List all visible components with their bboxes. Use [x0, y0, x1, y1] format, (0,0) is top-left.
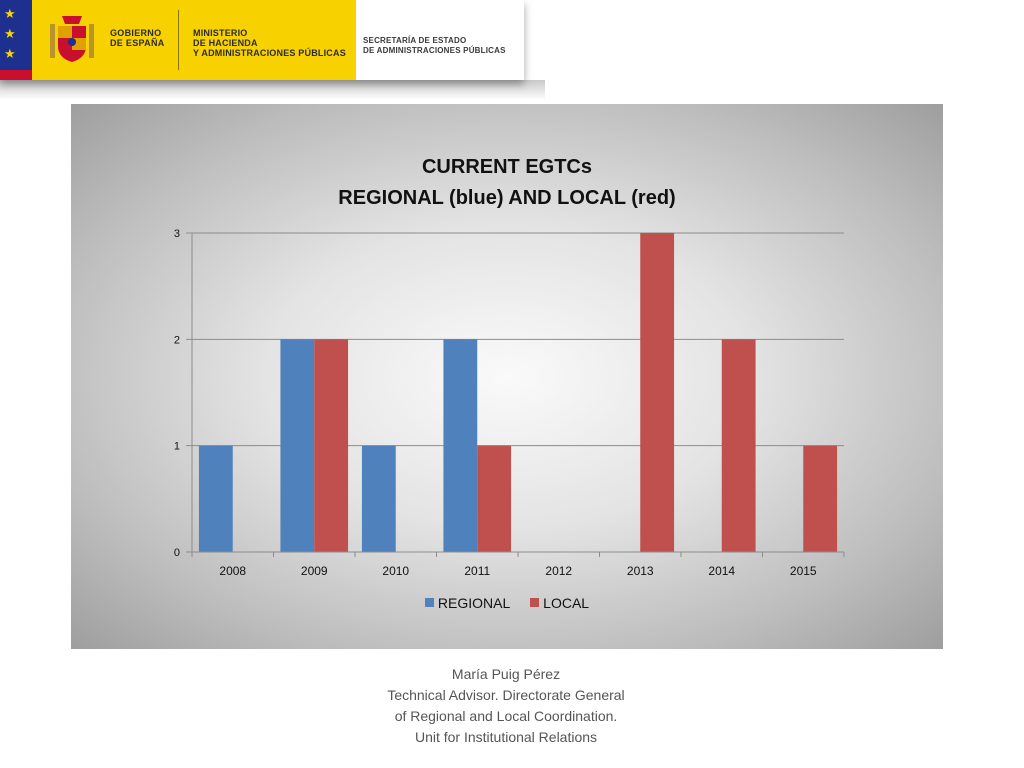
chart-legend: REGIONAL LOCAL: [71, 594, 943, 611]
author-name: María Puig Pérez: [451, 666, 561, 682]
bar-regional-2011: [443, 339, 478, 552]
coat-of-arms-icon: [50, 16, 94, 62]
star-icon: ★: [4, 7, 16, 22]
x-tick-label: 2012: [545, 564, 572, 578]
ministry-line: Y ADMINISTRACIONES PÚBLICAS: [193, 48, 346, 58]
banner-shadow: [0, 80, 545, 100]
author-title: Technical Advisor. Directorate General: [387, 687, 625, 703]
bar-local-2009: [314, 339, 349, 552]
bar-local-2015: [803, 445, 838, 552]
x-tick-label: 2008: [219, 564, 246, 578]
y-tick-label: 1: [174, 441, 180, 453]
chart-panel: CURRENT EGTCs REGIONAL (blue) AND LOCAL …: [71, 104, 943, 649]
ministry-name: MINISTERIO DE HACIENDA Y ADMINISTRACIONE…: [193, 28, 346, 58]
bar-chart: 0 1 2 3 2008 2009 2010 2011 2012 2013 2014 2015: [174, 228, 845, 578]
author-department: of Regional and Local Coordination.: [394, 708, 618, 724]
x-tick-label: 2009: [301, 564, 328, 578]
bar-local-2013: [640, 233, 675, 552]
bar-local-2011: [477, 445, 512, 552]
ministry-line: DE HACIENDA: [193, 38, 258, 48]
bar-regional-2008: [198, 445, 233, 552]
gov-line: GOBIERNO: [110, 28, 162, 38]
author-footer: María Puig Pérez Technical Advisor. Dire…: [0, 664, 1012, 748]
chart-subtitle: REGIONAL (blue) AND LOCAL (red): [338, 187, 676, 209]
bar-regional-2010: [361, 445, 396, 552]
y-tick-label: 3: [174, 228, 180, 240]
government-name: GOBIERNO DE ESPAÑA: [110, 28, 165, 48]
bar-local-2014: [721, 339, 756, 552]
star-icon: ★: [4, 47, 16, 62]
secretariat-line: DE ADMINISTRACIONES PÚBLICAS: [363, 46, 506, 55]
legend-label-regional: REGIONAL: [437, 594, 511, 611]
legend-item-regional: REGIONAL: [424, 594, 511, 611]
y-tick-label: 2: [174, 334, 180, 346]
bar-regional-2009: [280, 339, 315, 552]
author-unit: Unit for Institutional Relations: [414, 729, 598, 745]
secretariat-line: SECRETARÍA DE ESTADO: [363, 36, 467, 45]
logo-divider: [178, 10, 179, 70]
legend-swatch-local: [530, 598, 540, 607]
eu-flag-strip: ★ ★ ★: [0, 0, 32, 80]
legend-item-local: LOCAL: [530, 595, 589, 611]
y-tick-label: 0: [174, 547, 180, 559]
gov-line: DE ESPAÑA: [110, 38, 165, 48]
star-icon: ★: [4, 27, 16, 42]
x-tick-label: 2015: [790, 564, 817, 578]
x-tick-label: 2011: [464, 564, 490, 578]
legend-label-local: LOCAL: [543, 594, 590, 611]
header-banner: ★ ★ ★ GOBIERNO DE ESPAÑA MINISTERIO DE H…: [0, 0, 524, 80]
chart-title: CURRENT EGTCs: [421, 156, 592, 178]
ministry-line: MINISTERIO: [193, 28, 248, 38]
flag-stripe: [0, 70, 32, 80]
secretariat-name: SECRETARÍA DE ESTADO DE ADMINISTRACIONES…: [363, 36, 506, 56]
x-tick-label: 2013: [627, 564, 654, 578]
x-tick-label: 2010: [382, 564, 409, 578]
legend-swatch-regional: [424, 598, 434, 607]
x-tick-label: 2014: [708, 564, 735, 578]
